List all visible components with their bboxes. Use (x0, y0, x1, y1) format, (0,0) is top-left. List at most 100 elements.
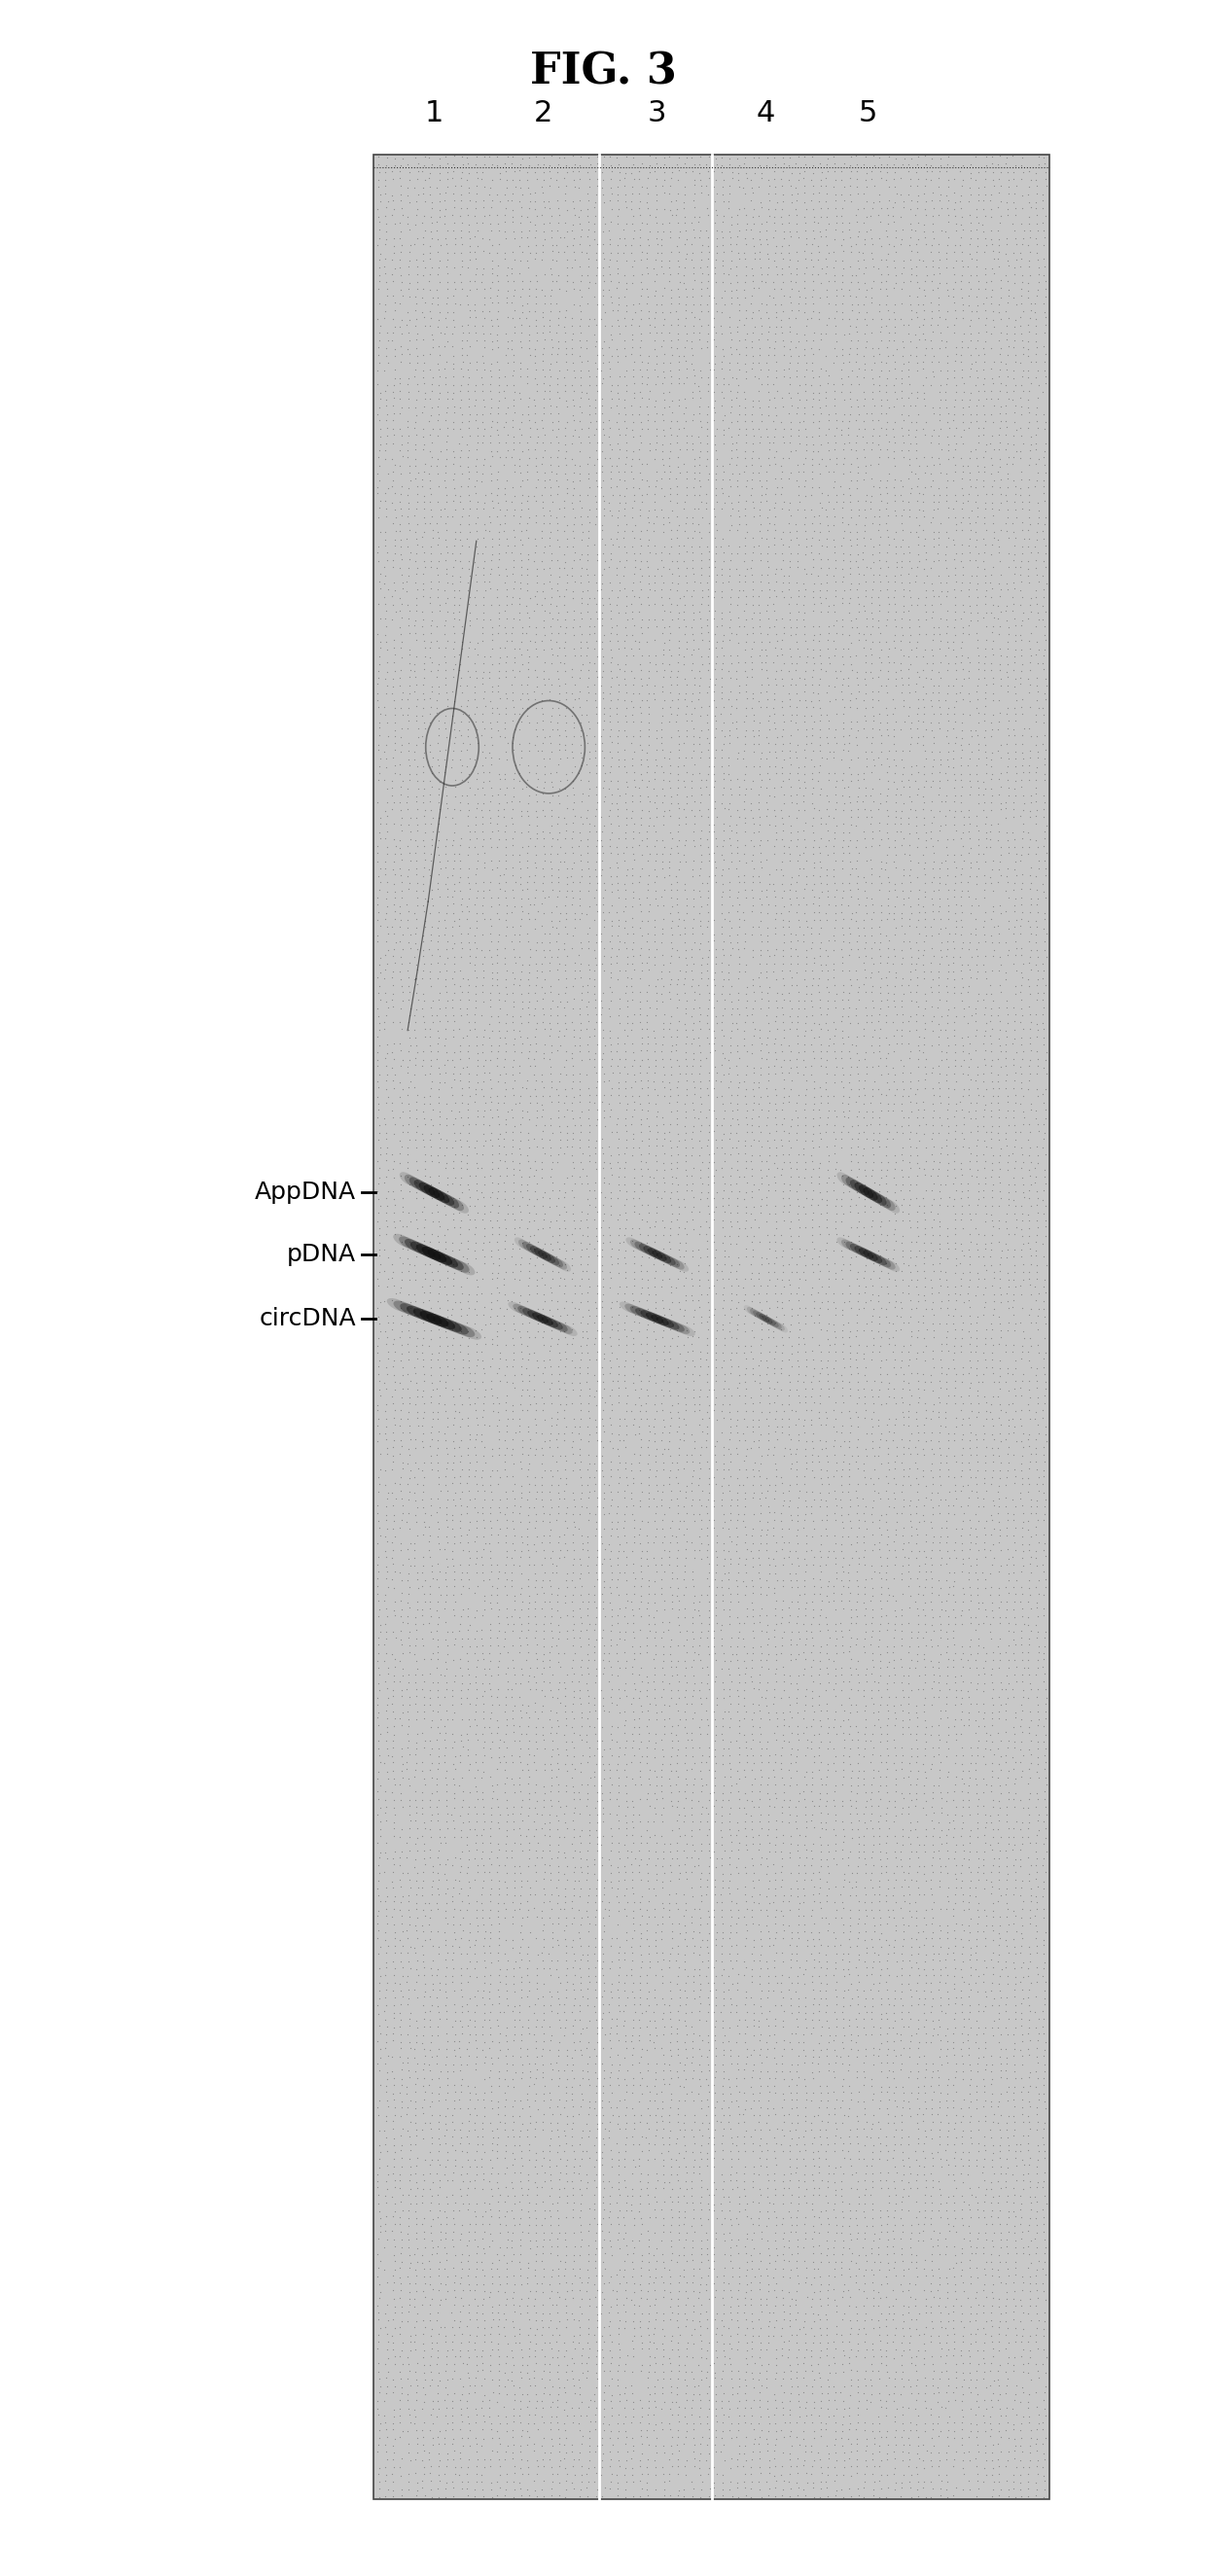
Point (803, 1837, 822, 1878)
Point (466, 1352, 485, 1394)
Point (675, 1010, 695, 1051)
Point (480, 278, 499, 319)
Point (863, 1486, 883, 1528)
Point (924, 1244, 943, 1285)
Point (498, 1185, 517, 1226)
Point (720, 2447, 739, 2488)
Point (368, 1566, 387, 1607)
Point (541, 848, 561, 889)
Point (750, 1734, 769, 1775)
Point (1019, 2396, 1038, 2437)
Point (907, 1801, 926, 1842)
Point (543, 2396, 562, 2437)
Point (535, 1265, 555, 1306)
Point (555, 1412, 574, 1453)
Point (421, 1816, 440, 1857)
Point (421, 760, 440, 801)
Point (1018, 1118, 1037, 1159)
Point (861, 518, 880, 559)
Point (608, 1311, 627, 1352)
Point (759, 1793, 778, 1834)
Point (915, 811, 935, 853)
Point (504, 775, 523, 817)
Point (759, 386, 778, 428)
Point (475, 1427, 494, 1468)
Point (481, 600, 500, 641)
Point (435, 696, 455, 737)
Point (595, 701, 614, 742)
Point (488, 773, 508, 814)
Point (652, 613, 672, 654)
Point (519, 1685, 538, 1726)
Point (789, 1692, 808, 1734)
Point (1025, 160, 1044, 201)
Point (885, 371, 904, 412)
Point (879, 562, 898, 603)
Point (487, 1257, 507, 1298)
Point (580, 886, 599, 927)
Point (765, 1347, 784, 1388)
Point (909, 688, 929, 729)
Point (788, 1595, 807, 1636)
Point (1026, 307, 1046, 348)
Point (900, 657, 919, 698)
Point (599, 2306, 619, 2347)
Point (968, 2110, 988, 2151)
Point (809, 840, 829, 881)
Point (861, 804, 880, 845)
Point (599, 1059, 619, 1100)
Point (422, 824, 441, 866)
Point (414, 1984, 433, 2025)
Point (849, 665, 868, 706)
Point (457, 2452, 476, 2494)
Point (1029, 1471, 1048, 1512)
Point (681, 1154, 701, 1195)
Point (548, 1069, 567, 1110)
Point (398, 956, 417, 997)
Point (556, 809, 575, 850)
Point (983, 1347, 1002, 1388)
Point (1029, 497, 1048, 538)
Point (593, 247, 613, 289)
Point (966, 1759, 985, 1801)
Point (541, 1984, 561, 2025)
Point (580, 1074, 599, 1115)
Point (766, 806, 785, 848)
Point (490, 1492, 509, 1533)
Ellipse shape (427, 1249, 446, 1262)
Point (706, 392, 725, 433)
Point (541, 788, 561, 829)
Point (743, 2166, 762, 2208)
Point (1005, 526, 1024, 567)
Point (562, 1363, 581, 1404)
Point (953, 848, 972, 889)
Point (609, 804, 628, 845)
Point (453, 2182, 473, 2223)
Point (1034, 2447, 1053, 2488)
Point (856, 479, 876, 520)
Point (376, 804, 396, 845)
Point (1028, 788, 1047, 829)
Point (504, 2476, 523, 2517)
Point (833, 848, 853, 889)
Point (525, 2063, 544, 2105)
Point (625, 1522, 644, 1564)
Point (491, 1795, 510, 1837)
Point (796, 685, 815, 726)
Point (412, 716, 432, 757)
Point (825, 907, 844, 948)
Point (753, 1435, 772, 1476)
Point (865, 781, 884, 822)
Point (898, 636, 918, 677)
Point (452, 335, 472, 376)
Point (652, 912, 672, 953)
Point (924, 899, 943, 940)
Point (533, 994, 552, 1036)
Point (370, 799, 390, 840)
Point (534, 1646, 554, 1687)
Point (976, 817, 995, 858)
Point (645, 1200, 665, 1242)
Point (931, 1633, 950, 1674)
Point (921, 987, 941, 1028)
Point (1020, 2066, 1040, 2107)
